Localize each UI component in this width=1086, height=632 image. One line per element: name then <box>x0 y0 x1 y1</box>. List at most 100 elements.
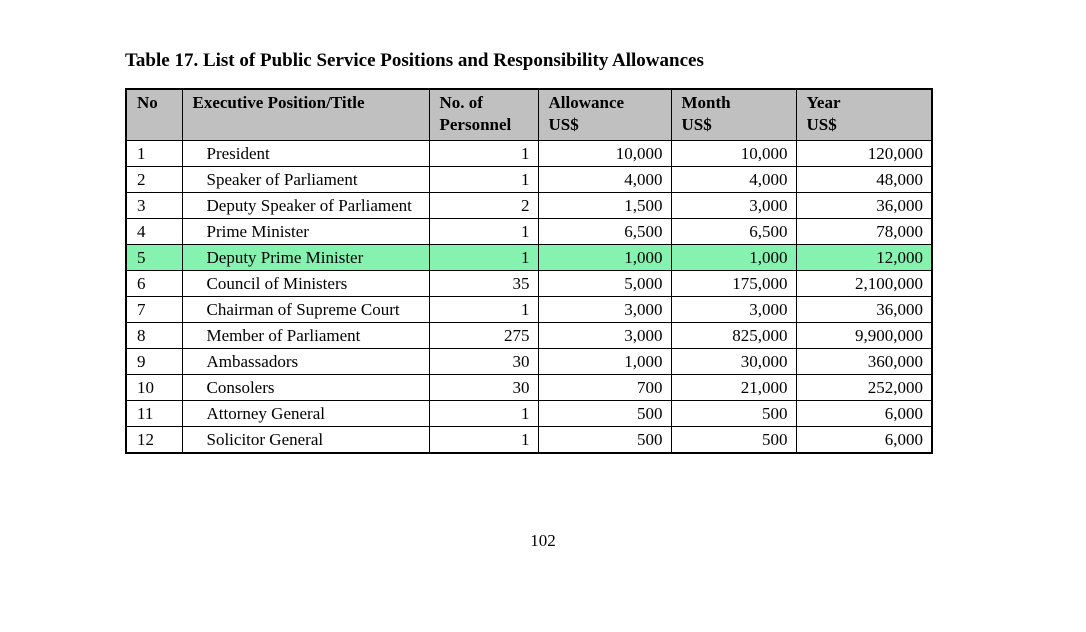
cell-month: 175,000 <box>670 270 797 297</box>
table-row: 1 President 1 10,000 10,000 120,000 <box>125 140 933 167</box>
table-row: 6 Council of Ministers 35 5,000 175,000 2,100… <box>125 270 933 297</box>
cell-year: 6,000 <box>795 400 933 427</box>
cell-allowance: 3,000 <box>537 322 672 349</box>
header-allowance-line2: US$ <box>548 115 579 134</box>
header-row: No Executive Position/Title No. of Perso… <box>125 88 933 141</box>
cell-personnel: 1 <box>428 140 539 167</box>
header-no-line1: No <box>137 93 158 112</box>
table-row: 10 Consolers 30 700 21,000 252,000 <box>125 374 933 401</box>
cell-position: Ambassadors <box>181 348 430 375</box>
cell-personnel: 1 <box>428 296 539 323</box>
cell-position: Attorney General <box>181 400 430 427</box>
cell-month: 825,000 <box>670 322 797 349</box>
cell-no: 12 <box>125 426 183 454</box>
cell-position: Speaker of Parliament <box>181 166 430 193</box>
cell-allowance: 5,000 <box>537 270 672 297</box>
table-row: 12 Solicitor General 1 500 500 6,000 <box>125 426 933 454</box>
table-caption: Table 17. List of Public Service Positio… <box>125 50 704 71</box>
cell-month: 500 <box>670 426 797 454</box>
header-year: Year US$ <box>795 88 933 141</box>
table-row: 4 Prime Minister 1 6,500 6,500 78,000 <box>125 218 933 245</box>
cell-personnel: 275 <box>428 322 539 349</box>
table-row: 11 Attorney General 1 500 500 6,000 <box>125 400 933 427</box>
cell-month: 10,000 <box>670 140 797 167</box>
cell-personnel: 1 <box>428 218 539 245</box>
cell-allowance: 500 <box>537 426 672 454</box>
cell-no: 5 <box>125 244 183 271</box>
header-personnel-line1: No. of <box>439 93 483 112</box>
header-year-line2: US$ <box>806 115 837 134</box>
header-month: Month US$ <box>670 88 797 141</box>
cell-personnel: 1 <box>428 400 539 427</box>
header-personnel: No. of Personnel <box>428 88 539 141</box>
cell-allowance: 10,000 <box>537 140 672 167</box>
cell-month: 6,500 <box>670 218 797 245</box>
cell-position: Deputy Prime Minister <box>181 244 430 271</box>
cell-personnel: 1 <box>428 426 539 454</box>
cell-no: 9 <box>125 348 183 375</box>
cell-no: 6 <box>125 270 183 297</box>
header-year-line1: Year <box>806 93 841 112</box>
cell-allowance: 6,500 <box>537 218 672 245</box>
table-row: 9 Ambassadors 30 1,000 30,000 360,000 <box>125 348 933 375</box>
cell-year: 360,000 <box>795 348 933 375</box>
cell-year: 12,000 <box>795 244 933 271</box>
cell-month: 500 <box>670 400 797 427</box>
cell-year: 120,000 <box>795 140 933 167</box>
header-allowance: Allowance US$ <box>537 88 672 141</box>
cell-personnel: 2 <box>428 192 539 219</box>
header-position-line1: Executive Position/Title <box>192 93 365 112</box>
table-row: 7 Chairman of Supreme Court 1 3,000 3,000 36,… <box>125 296 933 323</box>
cell-allowance: 1,000 <box>537 244 672 271</box>
cell-personnel: 1 <box>428 166 539 193</box>
cell-year: 252,000 <box>795 374 933 401</box>
cell-position: Council of Ministers <box>181 270 430 297</box>
cell-no: 4 <box>125 218 183 245</box>
cell-month: 21,000 <box>670 374 797 401</box>
cell-year: 9,900,000 <box>795 322 933 349</box>
cell-no: 2 <box>125 166 183 193</box>
cell-year: 48,000 <box>795 166 933 193</box>
cell-allowance: 1,000 <box>537 348 672 375</box>
header-allowance-line1: Allowance <box>548 93 625 112</box>
cell-no: 7 <box>125 296 183 323</box>
cell-year: 36,000 <box>795 192 933 219</box>
cell-personnel: 1 <box>428 244 539 271</box>
table-row: 3 Deputy Speaker of Parliament 2 1,500 3,000… <box>125 192 933 219</box>
cell-month: 3,000 <box>670 192 797 219</box>
cell-month: 3,000 <box>670 296 797 323</box>
cell-allowance: 500 <box>537 400 672 427</box>
cell-position: President <box>181 140 430 167</box>
cell-no: 3 <box>125 192 183 219</box>
cell-position: Member of Parliament <box>181 322 430 349</box>
cell-year: 2,100,000 <box>795 270 933 297</box>
header-no: No <box>125 88 183 141</box>
cell-month: 30,000 <box>670 348 797 375</box>
cell-allowance: 700 <box>537 374 672 401</box>
table-row: 2 Speaker of Parliament 1 4,000 4,000 48,000 <box>125 166 933 193</box>
page-number: 102 <box>530 531 556 550</box>
cell-month: 4,000 <box>670 166 797 193</box>
cell-personnel: 30 <box>428 374 539 401</box>
cell-no: 8 <box>125 322 183 349</box>
cell-personnel: 30 <box>428 348 539 375</box>
cell-year: 36,000 <box>795 296 933 323</box>
cell-position: Chairman of Supreme Court <box>181 296 430 323</box>
header-position: Executive Position/Title <box>181 88 430 141</box>
cell-year: 6,000 <box>795 426 933 454</box>
cell-personnel: 35 <box>428 270 539 297</box>
table-row: 5 Deputy Prime Minister 1 1,000 1,000 12,000 <box>125 244 933 271</box>
cell-allowance: 1,500 <box>537 192 672 219</box>
allowances-table: No Executive Position/Title No. of Perso… <box>125 88 933 454</box>
cell-allowance: 3,000 <box>537 296 672 323</box>
cell-month: 1,000 <box>670 244 797 271</box>
cell-allowance: 4,000 <box>537 166 672 193</box>
cell-position: Prime Minister <box>181 218 430 245</box>
header-personnel-line2: Personnel <box>439 115 512 134</box>
cell-position: Solicitor General <box>181 426 430 454</box>
cell-year: 78,000 <box>795 218 933 245</box>
header-month-line2: US$ <box>681 115 712 134</box>
cell-position: Consolers <box>181 374 430 401</box>
cell-no: 1 <box>125 140 183 167</box>
